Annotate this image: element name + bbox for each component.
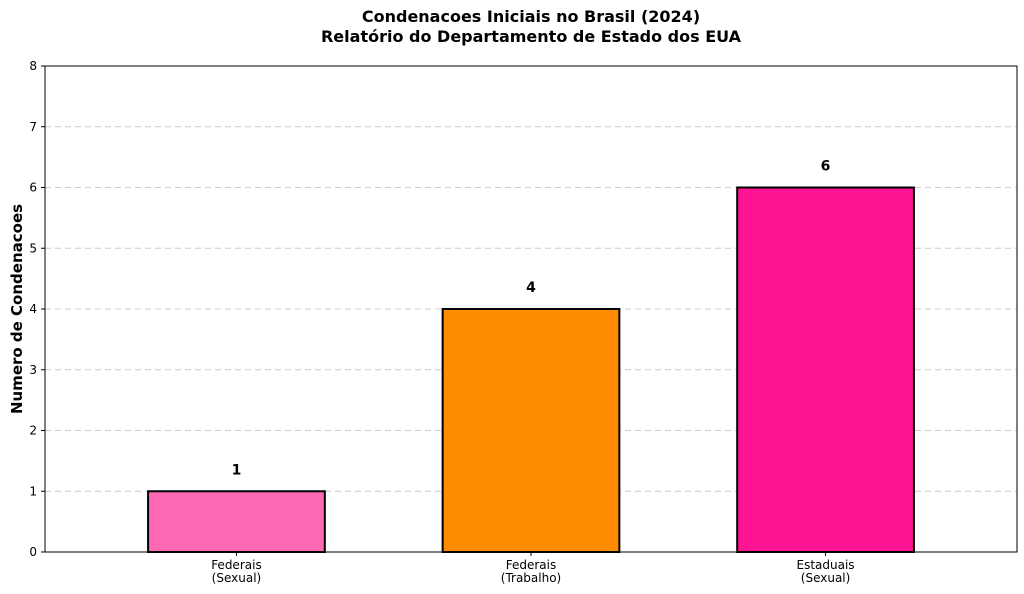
chart-subtitle: Relatório do Departamento de Estado dos …	[321, 27, 742, 46]
y-tick-label: 5	[29, 241, 37, 255]
data-labels: 1 4 6	[232, 159, 831, 479]
y-tick-label: 2	[29, 424, 37, 438]
data-label: 4	[526, 280, 536, 296]
x-tick-label: Federais (Trabalho)	[501, 558, 561, 585]
y-axis-label: Numero de Condenacoes	[8, 204, 26, 414]
x-tick-label: Federais (Sexual)	[211, 558, 262, 585]
data-label: 6	[821, 159, 831, 175]
x-tick-label: Estaduais (Sexual)	[797, 558, 855, 585]
data-label: 1	[232, 462, 242, 478]
y-tick-label: 0	[29, 545, 37, 559]
y-tick-label: 8	[29, 59, 37, 73]
plot-frame	[44, 65, 1018, 553]
bars	[147, 186, 915, 553]
y-tick-labels: 0 1 2 3 4 5 6 7 8	[29, 59, 45, 559]
y-tick-label: 3	[29, 363, 37, 377]
bar	[736, 186, 915, 553]
bar	[441, 308, 621, 553]
chart-title: Condenacoes Iniciais no Brasil (2024)	[362, 7, 700, 26]
y-tick-label: 4	[29, 302, 37, 316]
y-tick-label: 6	[29, 181, 37, 195]
x-tick-labels: Federais (Sexual) Federais (Trabalho) Estadu…	[211, 552, 855, 585]
y-tick-label: 1	[29, 484, 37, 498]
y-tick-label: 7	[29, 120, 37, 134]
bar	[147, 490, 326, 553]
